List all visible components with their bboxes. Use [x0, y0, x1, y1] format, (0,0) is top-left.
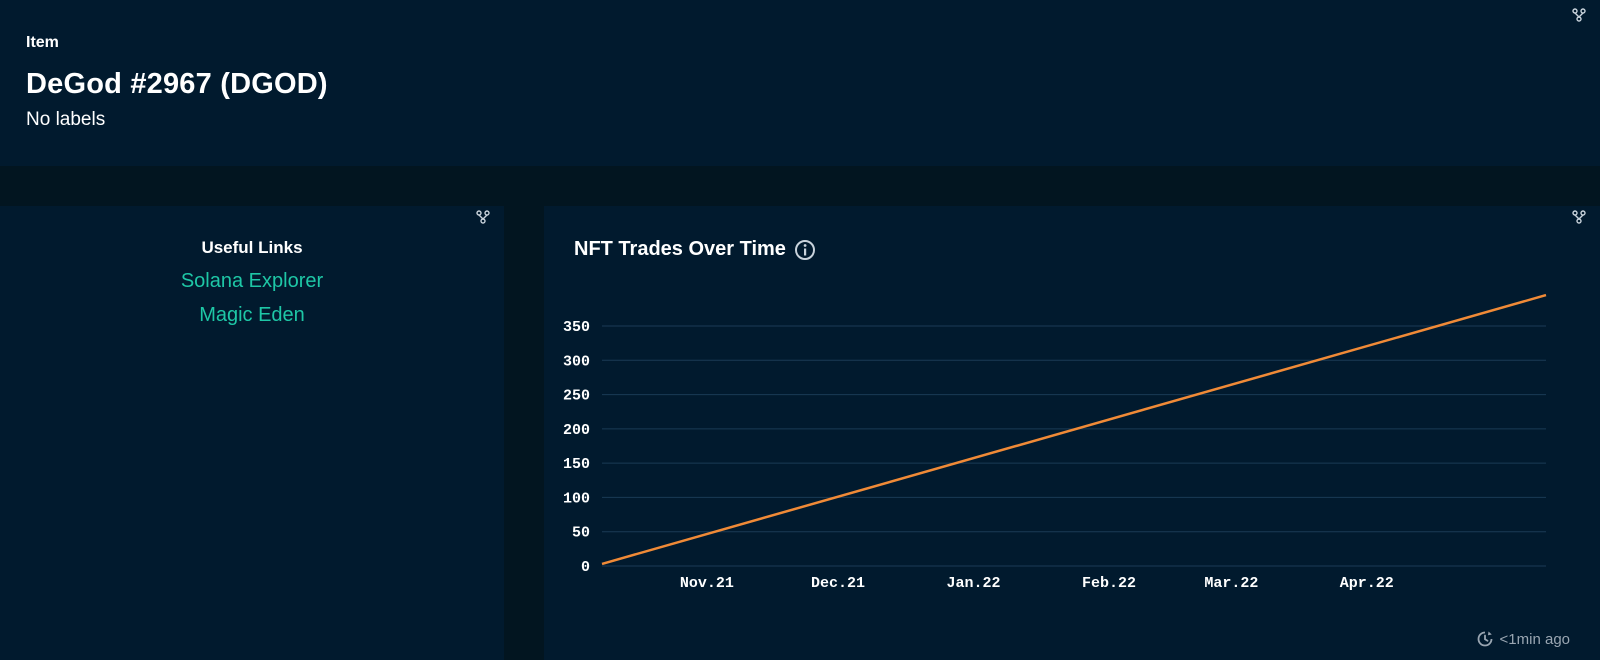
fork-icon[interactable]	[476, 210, 490, 224]
fork-icon[interactable]	[1572, 210, 1586, 224]
item-label: Item	[26, 34, 59, 51]
useful-links-panel: Useful Links Solana Explorer Magic Eden	[0, 206, 504, 660]
trades-series-line	[601, 293, 1547, 566]
y-tick-label: 300	[563, 353, 590, 370]
y-tick-label: 150	[563, 456, 590, 473]
y-tick-label: 200	[563, 422, 590, 439]
last-updated-text: <1min ago	[1499, 630, 1570, 648]
magic-eden-link[interactable]: Magic Eden	[199, 304, 305, 326]
x-tick-label: Dec.21	[811, 575, 865, 592]
x-tick-label: Apr.22	[1340, 575, 1394, 592]
fork-icon[interactable]	[1572, 8, 1586, 22]
chart-title: NFT Trades Over Time	[574, 238, 786, 260]
clock-icon	[1477, 631, 1492, 647]
item-header-panel: Item DeGod #2967 (DGOD) No labels	[0, 0, 1600, 166]
x-tick-label: Jan.22	[946, 575, 1000, 592]
item-labels-text: No labels	[26, 109, 106, 130]
item-title: DeGod #2967 (DGOD)	[26, 68, 328, 100]
y-tick-label: 250	[563, 388, 590, 405]
x-tick-label: Feb.22	[1082, 575, 1136, 592]
solana-explorer-link[interactable]: Solana Explorer	[180, 270, 324, 292]
info-icon[interactable]	[794, 239, 816, 261]
x-tick-label: Nov.21	[680, 575, 734, 592]
useful-links-title: Useful Links	[201, 238, 303, 257]
last-updated: <1min ago	[1476, 630, 1570, 648]
x-tick-label: Mar.22	[1204, 575, 1258, 592]
y-tick-label: 0	[581, 559, 590, 576]
y-tick-label: 100	[563, 490, 590, 507]
y-tick-label: 50	[572, 525, 590, 542]
y-tick-label: 350	[563, 319, 590, 336]
chart-title-wrap: NFT Trades Over Time	[574, 238, 816, 261]
nft-trades-chart-panel: NFT Trades Over Time 0 50 100 150 200 250 300 3…	[544, 206, 1600, 660]
line-chart: 0 50 100 150 200 250 300 350 Nov.21 Dec.21 Jan.22 F…	[563, 293, 1547, 592]
